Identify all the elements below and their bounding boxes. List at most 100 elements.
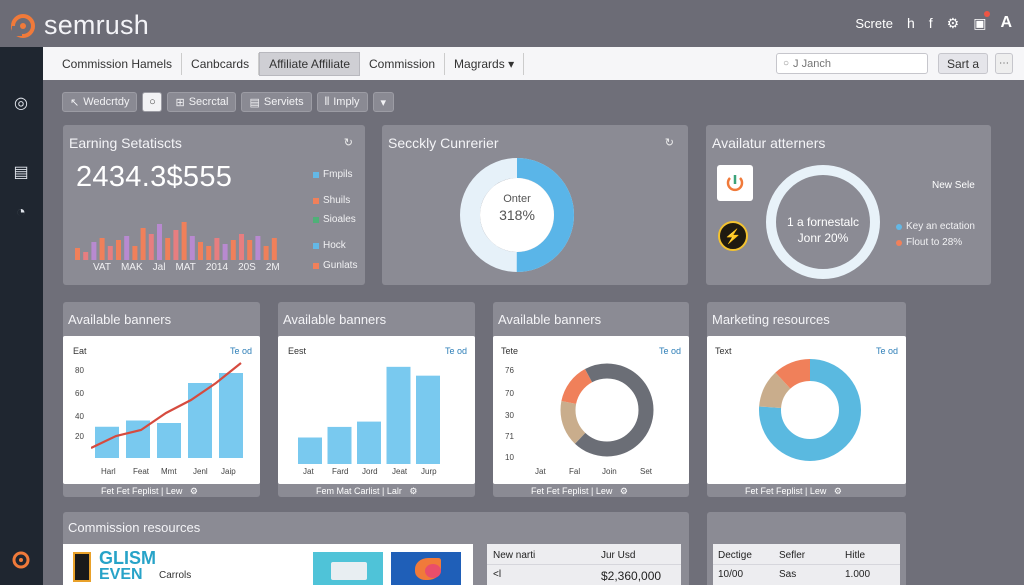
sidebar-logo-icon[interactable] — [10, 549, 32, 571]
chart-icon[interactable]: h — [906, 15, 915, 31]
legend-item: Fmpils — [313, 169, 352, 180]
banner-3-donut — [560, 363, 654, 457]
earning-bar — [222, 244, 228, 260]
notification-icon[interactable]: ▣ — [973, 10, 991, 32]
earning-bar — [206, 246, 212, 260]
badge-icon: ⚡ — [718, 221, 748, 251]
legend-swatch — [896, 223, 902, 230]
x-label: Jal — [152, 262, 166, 273]
settings-icon[interactable]: ⚙ — [946, 14, 960, 31]
earning-bar — [247, 240, 253, 260]
analytics-icon[interactable]: ◔ — [16, 204, 26, 221]
chevron-down-icon: ▾ — [508, 56, 515, 71]
chart-head: Text — [715, 346, 732, 356]
more-icon[interactable]: ⋯ — [995, 53, 1013, 74]
filter-label: Imply — [333, 96, 360, 108]
table-header: Sefler — [779, 550, 806, 561]
filter-chip-secret[interactable]: ⊞ Secrctal — [167, 92, 237, 112]
availability-card: Availatur atterners ⚡ 1 a fornestalc Jon… — [706, 125, 991, 285]
footer-text: Fem Mat Carlist | Lalr — [316, 486, 402, 496]
card-footer: Fet Fet Feplist | Lew ⚙ — [745, 486, 842, 497]
nav-canbcards[interactable]: Canbcards — [182, 52, 260, 75]
filter-dropdown[interactable]: ▾ — [372, 92, 395, 112]
banners-card-2: Available banners Eest Te od Jat Fard Jo… — [278, 302, 475, 497]
card-title: Commission resources — [68, 520, 201, 535]
banner-2-chart — [298, 366, 440, 464]
refresh-icon[interactable]: ↻ — [343, 137, 353, 149]
logo-text: semrush — [44, 10, 149, 40]
availability-ring — [766, 165, 880, 279]
table-cell: $2,360,000 — [601, 569, 662, 583]
legend-item: Hock — [313, 240, 346, 251]
search-input[interactable] — [793, 57, 914, 70]
footer-text: Fet Fet Feplist | Lew — [745, 486, 827, 496]
sidebar: ◎ ▤ ◔ — [0, 47, 43, 585]
commission-table: New narti Jur Usd <l $2,360,000 — [487, 544, 681, 585]
legend-label: Hock — [323, 240, 346, 251]
y-label: 60 — [75, 389, 84, 398]
earning-bar — [263, 246, 269, 260]
x-label: Mmt — [161, 467, 177, 476]
x-label: Set — [640, 467, 653, 476]
filter-toggle[interactable]: ○ — [142, 92, 163, 112]
main-nav: Commission Hamels Canbcards Affiliate Af… — [43, 47, 1024, 80]
y-label: 20 — [75, 432, 84, 441]
top-link[interactable]: Screte — [855, 15, 893, 31]
legend-item: Key an ectation — [896, 221, 975, 232]
nav-affiliate[interactable]: Affiliate Affiliate — [259, 51, 361, 76]
refresh-icon[interactable]: ↻ — [664, 137, 674, 149]
security-center-label: Onter — [503, 193, 531, 205]
filter-chip-weekly[interactable]: ↖ Wedcrtdy — [62, 92, 138, 112]
earning-bar — [148, 234, 154, 260]
table-header: Dectige — [718, 550, 752, 561]
table-cell: 10/00 — [718, 569, 744, 580]
y-label: 30 — [505, 411, 514, 420]
logo[interactable]: semrush — [10, 10, 149, 41]
power-icon[interactable] — [717, 165, 753, 201]
search-box[interactable]: ○ — [776, 53, 928, 74]
card-title: Marketing resources — [712, 312, 830, 327]
x-label: VAT — [93, 262, 111, 273]
earning-bar — [75, 248, 80, 260]
earning-total: 2434.3$555 — [76, 161, 233, 193]
clipboard-icon[interactable]: ▤ — [13, 164, 29, 181]
top-right-actions: Screte h f ⚙ ▣ A — [855, 10, 1012, 32]
chart-link[interactable]: Te od — [229, 346, 252, 356]
nav-magrards[interactable]: Magrards ▾ — [445, 52, 525, 75]
banner-1-chart — [91, 362, 243, 458]
legend-label: Shuils — [323, 195, 351, 206]
legend-swatch — [313, 262, 319, 269]
dashboard-icon[interactable]: ◎ — [14, 95, 28, 112]
earning-bar — [165, 238, 171, 260]
bar — [357, 421, 381, 464]
chart-link[interactable]: Te od — [658, 346, 681, 356]
chart-link[interactable]: Te od — [444, 346, 467, 356]
promo-subtitle: EVEN — [99, 566, 143, 583]
settings-icon[interactable]: ⚙ — [409, 486, 418, 496]
chart-link[interactable]: Te od — [875, 346, 898, 356]
x-label: 2M — [265, 262, 280, 273]
start-button[interactable]: Sart a — [938, 53, 988, 74]
filter-chip-services[interactable]: ▤ Serviets — [241, 92, 312, 112]
chevron-down-icon: ▾ — [380, 96, 387, 109]
legend-swatch — [313, 216, 319, 223]
settings-icon[interactable]: ⚙ — [619, 486, 628, 496]
nav-commission[interactable]: Commission — [360, 52, 446, 75]
x-label: Fal — [569, 467, 581, 476]
promo-title: GLISM — [99, 548, 156, 568]
trend-line — [91, 362, 242, 449]
nav-commission-hamels[interactable]: Commission Hamels — [53, 52, 183, 75]
filter-chip-imply[interactable]: ⫴ Imply — [316, 92, 368, 112]
settings-icon[interactable]: ⚙ — [189, 486, 198, 496]
legend-item: Flout to 28% — [896, 237, 962, 248]
card-image — [313, 552, 383, 585]
promo-badge-icon — [73, 552, 91, 582]
bar — [386, 366, 411, 464]
card-footer: Fet Fet Feplist | Lew ⚙ — [531, 486, 628, 497]
chart-panel: Eat Te od 80 60 40 20 Harl Feat Mmt Jenl… — [63, 336, 260, 484]
earning-bar — [214, 238, 220, 260]
facebook-icon[interactable]: f — [928, 15, 933, 31]
settings-icon[interactable]: ⚙ — [833, 486, 842, 496]
legend-item: Shuils — [313, 195, 350, 206]
user-avatar[interactable]: A — [1000, 14, 1012, 31]
